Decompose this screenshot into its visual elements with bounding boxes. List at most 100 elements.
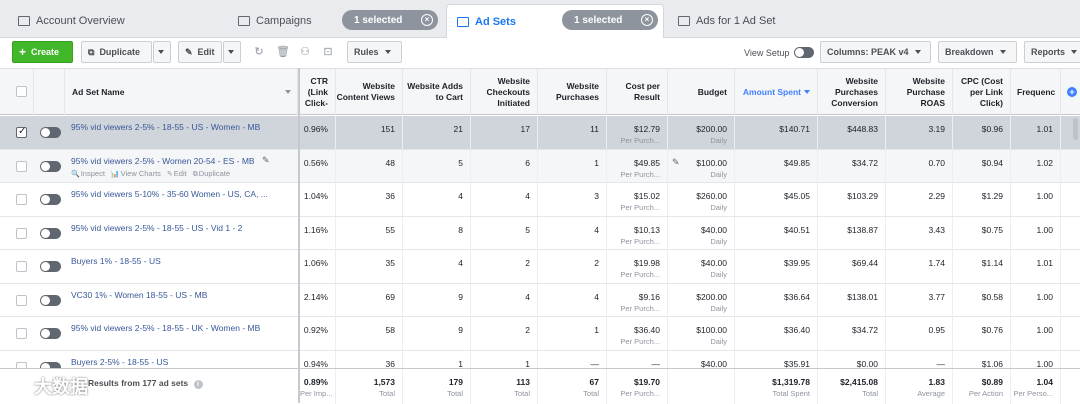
duplicate-button[interactable]: ⧉ Duplicate <box>81 41 152 63</box>
table-row[interactable]: Buyers 1% - 18-55 - US 1.06% 35 4 2 2 $19.98 Pe… <box>0 250 1080 284</box>
cell-sub: Per Purch... <box>620 169 660 179</box>
cell-p: 2 <box>538 250 607 283</box>
header-checkouts[interactable]: Website Checkouts Initiated <box>471 69 538 115</box>
table-row[interactable]: 95% vid viewers 2-5% - 18-55 - US - Wome… <box>0 116 1080 150</box>
row-checkbox[interactable] <box>16 126 27 138</box>
ad-set-name-link[interactable]: 95% vid viewers 2-5% - Women 20-54 - ES … <box>71 155 255 166</box>
create-button[interactable]: + Create <box>12 41 73 63</box>
ad-set-name-link[interactable]: Buyers 2-5% - 18-55 - US <box>71 356 169 367</box>
vertical-scrollbar[interactable] <box>1073 118 1078 140</box>
cell-ci: 6 <box>471 149 538 183</box>
view-setup-toggle[interactable] <box>794 47 815 58</box>
tab-campaigns[interactable]: Campaigns <box>232 4 442 38</box>
row-action-inspect[interactable]: 🔍Inspect <box>71 169 105 178</box>
rules-button[interactable]: Rules <box>347 41 402 63</box>
edit-dropdown[interactable] <box>223 41 241 63</box>
ad-set-status-toggle[interactable] <box>40 160 61 172</box>
cell-value: $1.06 <box>981 358 1003 369</box>
header-amount-spent[interactable]: Amount Spent <box>735 69 818 115</box>
add-column-icon[interactable]: + <box>1067 87 1077 97</box>
header-name[interactable]: Ad Set Name <box>65 69 298 115</box>
header-checkbox-cell <box>0 69 34 115</box>
cell-cpr: $36.40 Per Purch... <box>607 317 668 350</box>
header-purchases-conversion[interactable]: Website Purchases Conversion <box>818 69 886 115</box>
table-row[interactable]: 95% vid viewers 2-5% - 18-55 - UK - Wome… <box>0 317 1080 351</box>
trash-icon[interactable]: 🗑 <box>276 46 290 58</box>
table-row[interactable]: 95% vid viewers 2-5% - Women 20-54 - ES … <box>0 149 1080 183</box>
row-checkbox[interactable] <box>16 227 27 239</box>
ad-set-status-toggle[interactable] <box>40 294 61 306</box>
cell-conv: $34.72 <box>818 149 886 183</box>
breakdown-button[interactable]: Breakdown <box>938 41 1017 63</box>
table-row[interactable]: 95% vid viewers 2-5% - 18-55 - US - Vid … <box>0 216 1080 250</box>
cell-value: $12.79 <box>634 124 660 134</box>
ad-set-status-toggle[interactable] <box>40 261 61 272</box>
ad-set-name-link[interactable]: Buyers 1% - 18-55 - US <box>71 256 161 266</box>
row-checkbox[interactable] <box>16 194 27 205</box>
header-ctr-label: CTR (Link Click- <box>304 75 328 108</box>
cell-value: $140.71 <box>779 124 810 134</box>
header-adds-to-cart[interactable]: Website Adds to Cart <box>403 69 471 115</box>
cell-ctr: 1.16% <box>300 216 336 250</box>
table-row[interactable]: 95% vid viewers 5-10% - 35-60 Women - US… <box>0 183 1080 217</box>
row-action-duplicate[interactable]: ⧉Duplicate <box>193 169 230 178</box>
ad-set-name-link[interactable]: 95% vid viewers 2-5% - 18-55 - UK - Wome… <box>71 323 261 333</box>
tab-account-overview[interactable]: Account Overview <box>14 4 224 38</box>
cell-cpc: $0.58 <box>953 283 1011 317</box>
tab-ad-sets-label: Ad Sets <box>475 15 516 28</box>
ad-set-status-toggle[interactable] <box>40 227 61 239</box>
header-roas[interactable]: Website Purchase ROAS <box>886 69 953 115</box>
ad-set-name-link[interactable]: 95% vid viewers 5-10% - 35-60 Women - US… <box>71 189 268 199</box>
footer-cpc: $0.89 Per Action <box>953 369 1011 404</box>
row-checkbox[interactable] <box>16 328 27 339</box>
header-cpc[interactable]: CPC (Cost per Link Click) <box>953 69 1011 115</box>
header-budget[interactable]: Budget <box>668 69 735 115</box>
row-checkbox[interactable] <box>16 294 27 306</box>
header-cost-per-result[interactable]: Cost per Result <box>607 69 668 115</box>
row-checkbox[interactable] <box>16 160 27 172</box>
edit-button[interactable]: ✎ Edit <box>178 41 222 63</box>
ad-set-status-toggle[interactable] <box>40 194 61 205</box>
header-ctr[interactable]: CTR (Link Click- <box>300 69 336 115</box>
row-action-edit[interactable]: ✎Edit <box>167 169 187 178</box>
campaigns-selected-pill[interactable]: 1 selected × <box>342 10 438 30</box>
edit-budget-icon[interactable]: ✎ <box>672 156 680 167</box>
rename-pencil-icon[interactable]: ✎ <box>262 154 270 165</box>
clear-selection-icon[interactable]: × <box>641 14 653 26</box>
cell-value: 1.00 <box>1036 224 1053 235</box>
cell-cpc: $1.29 <box>953 183 1011 216</box>
folder-icon <box>238 16 250 26</box>
columns-button[interactable]: Columns: PEAK v4 <box>820 41 931 63</box>
ad-sets-selected-pill[interactable]: 1 selected × <box>562 10 658 30</box>
refresh-icon[interactable]: ↻ <box>254 46 264 58</box>
header-content-views[interactable]: Website Content Views <box>336 69 403 115</box>
ad-set-status-toggle[interactable] <box>40 328 61 339</box>
tab-ads[interactable]: Ads for 1 Ad Set <box>672 4 882 38</box>
ad-set-status-toggle[interactable] <box>40 361 61 373</box>
ad-set-name-link[interactable]: 95% vid viewers 2-5% - 18-55 - US - Wome… <box>71 122 261 132</box>
cell-ci: 1 <box>471 350 538 384</box>
reports-button[interactable]: Reports <box>1024 41 1080 63</box>
audience-icon[interactable]: ⚇ <box>300 46 310 58</box>
row-checkbox[interactable] <box>16 261 27 272</box>
select-all-checkbox[interactable] <box>16 86 27 97</box>
table-row[interactable]: VC30 1% - Women 18-55 - US - MB 2.14% 69 9 4… <box>0 283 1080 317</box>
info-icon[interactable]: i <box>193 380 203 389</box>
cell-value: 1.16% <box>303 224 328 235</box>
clear-selection-icon[interactable]: × <box>421 14 433 26</box>
ad-set-status-toggle[interactable] <box>40 127 61 138</box>
duplicate-dropdown[interactable] <box>153 41 171 63</box>
header-frequency[interactable]: Frequenc <box>1011 69 1061 115</box>
cell-value: $35.91 <box>784 358 810 369</box>
view-setup[interactable]: View Setup <box>744 47 815 58</box>
header-purchases[interactable]: Website Purchases <box>538 69 607 115</box>
row-action-view-charts[interactable]: 📊View Charts <box>111 169 161 178</box>
cell-spent: $40.51 <box>735 216 818 250</box>
ad-set-name-link[interactable]: VC30 1% - Women 18-55 - US - MB <box>71 289 208 300</box>
cell-value: $100.00 <box>696 157 727 168</box>
cell-roas: 1.74 <box>886 250 953 283</box>
ad-set-name-link[interactable]: 95% vid viewers 2-5% - 18-55 - US - Vid … <box>71 222 243 233</box>
cell-value: 1 <box>594 157 599 168</box>
preview-icon[interactable]: ⊡ <box>323 46 333 58</box>
header-cost-per-result-label: Cost per Result <box>625 81 660 102</box>
